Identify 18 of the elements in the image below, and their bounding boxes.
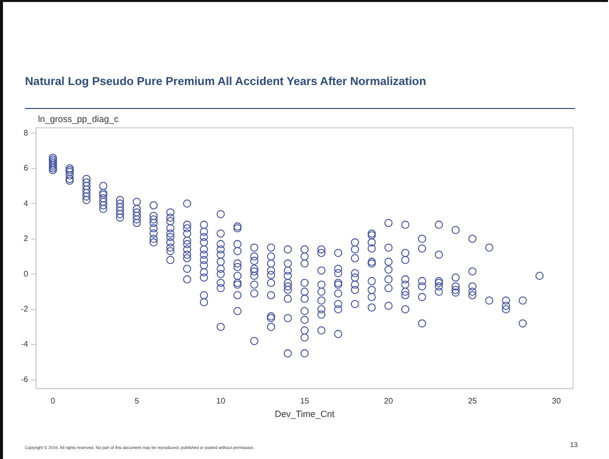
y-tick-label: 4: [24, 198, 29, 208]
y-tick-label: 8: [24, 128, 29, 138]
x-tick-label: 15: [300, 396, 310, 406]
x-tick-label: 10: [216, 396, 226, 406]
y-tick-label: -4: [20, 340, 29, 349]
x-axis-title: Dev_Time_Cnt: [274, 409, 335, 420]
x-tick-label: 20: [384, 396, 394, 406]
x-tick-label: 0: [50, 396, 56, 406]
x-tick-label: 30: [552, 396, 562, 406]
y-tick-label: 0: [24, 269, 29, 278]
y-axis-title: ln_gross_pp_diag_c: [38, 114, 119, 124]
y-tick-label: 2: [24, 234, 29, 244]
x-tick-label: 5: [134, 396, 140, 406]
chart-title: Natural Log Pseudo Pure Premium All Accident Years After Normalization: [25, 75, 428, 90]
y-tick-label: -2: [20, 304, 29, 314]
y-tick-label: -6: [20, 374, 29, 384]
x-tick-label: 25: [468, 396, 478, 406]
y-tick-label: 6: [24, 164, 29, 173]
